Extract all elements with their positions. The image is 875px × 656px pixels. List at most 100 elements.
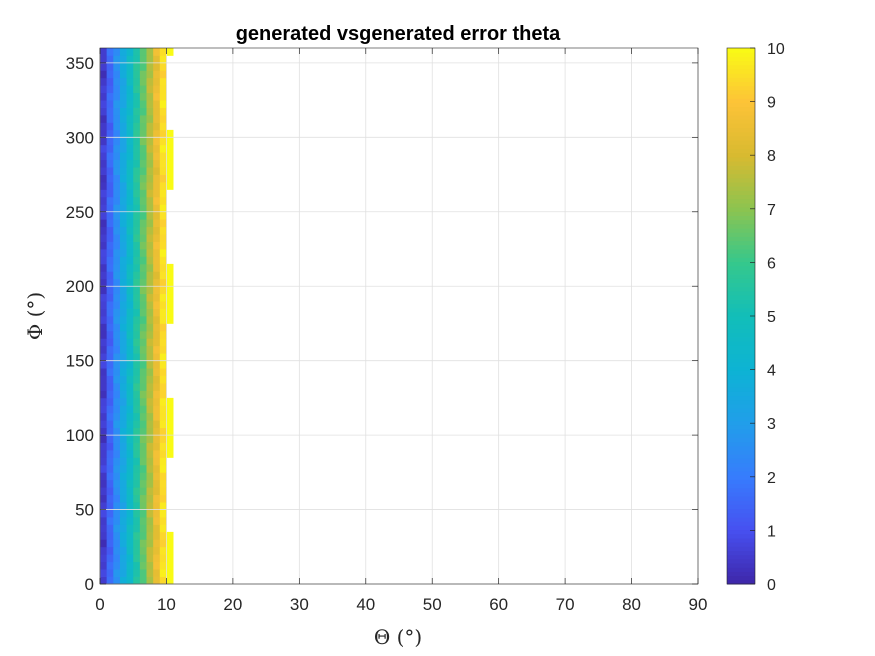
heatmap-cell — [106, 48, 114, 56]
heatmap-cell — [126, 278, 134, 287]
heatmap-cell — [106, 77, 114, 86]
heatmap-cell — [133, 368, 141, 376]
colorbar-segment — [727, 558, 755, 564]
heatmap-cell — [139, 479, 147, 488]
heatmap-cell — [159, 353, 167, 362]
heatmap-cell — [159, 345, 167, 354]
heatmap-cell — [126, 204, 134, 213]
heatmap-cell — [119, 182, 127, 190]
heatmap-cell — [146, 286, 154, 295]
heatmap-cell — [139, 569, 147, 577]
heatmap-cell — [100, 174, 108, 183]
heatmap-cell — [106, 204, 114, 213]
heatmap-cell — [153, 457, 161, 466]
heatmap-cell — [133, 450, 141, 458]
heatmap-cell — [153, 159, 161, 168]
heatmap-cell — [106, 539, 114, 548]
heatmap-cell — [146, 464, 154, 473]
heatmap-cell — [159, 204, 167, 213]
heatmap-cell — [133, 330, 141, 339]
y-tick-label: 350 — [66, 54, 94, 73]
heatmap-cell — [126, 464, 134, 473]
heatmap-cell — [139, 509, 147, 518]
heatmap-cell — [159, 316, 167, 324]
heatmap-cell — [159, 182, 167, 190]
colorbar-segment — [727, 445, 755, 451]
heatmap-cell — [153, 479, 161, 488]
heatmap-cell — [159, 330, 167, 339]
heatmap-cell — [139, 360, 147, 369]
colorbar-segment — [727, 261, 755, 267]
colorbar-segment — [727, 60, 755, 66]
heatmap-cell — [113, 211, 121, 220]
heatmap-cell — [106, 442, 114, 451]
colorbar-segment — [727, 542, 755, 547]
heatmap-cell — [100, 383, 108, 391]
heatmap-cell — [133, 226, 141, 235]
heatmap-cell — [153, 100, 161, 108]
heatmap-cell — [153, 226, 161, 235]
heatmap-cell — [126, 397, 134, 406]
heatmap-cell — [119, 464, 127, 473]
heatmap-cell — [126, 353, 134, 362]
heatmap-cell — [159, 502, 167, 510]
heatmap-cell — [153, 107, 161, 116]
heatmap-cell — [106, 464, 114, 473]
colorbar-segment — [727, 496, 755, 501]
heatmap-cell — [159, 48, 167, 56]
colorbar-segment — [727, 437, 755, 443]
heatmap-cell — [119, 174, 127, 183]
heatmap-cell — [166, 442, 174, 451]
colorbar-segment — [727, 412, 755, 417]
heatmap-cell — [113, 509, 121, 518]
heatmap-cell — [106, 159, 114, 168]
heatmap-cell — [119, 375, 127, 384]
heatmap-cell — [100, 345, 108, 354]
heatmap-cell — [139, 427, 147, 436]
heatmap-cell — [100, 390, 108, 399]
heatmap-cell — [106, 502, 114, 510]
heatmap-cell — [146, 174, 154, 183]
heatmap-cell — [146, 129, 154, 138]
heatmap-cell — [133, 167, 141, 175]
heatmap-cell — [146, 330, 154, 339]
heatmap-cell — [146, 509, 154, 518]
colorbar-segment — [727, 131, 755, 137]
heatmap-cell — [119, 286, 127, 295]
heatmap-cell — [126, 77, 134, 86]
heatmap-cell — [119, 479, 127, 488]
colorbar-segment — [727, 215, 755, 221]
heatmap-cell — [159, 85, 167, 94]
heatmap-cell — [126, 569, 134, 577]
heatmap-cell — [139, 62, 147, 71]
heatmap-cell — [133, 546, 141, 555]
heatmap-cell — [139, 442, 147, 451]
heatmap-cell — [100, 524, 108, 533]
heatmap-cell — [113, 115, 121, 123]
heatmap-cell — [153, 397, 161, 406]
heatmap-cell — [126, 249, 134, 257]
heatmap-cell — [146, 494, 154, 503]
heatmap-cell — [106, 100, 114, 108]
heatmap-cell — [100, 85, 108, 94]
heatmap-cell — [119, 316, 127, 324]
heatmap-cell — [153, 256, 161, 265]
heatmap-cell — [113, 241, 121, 250]
heatmap-cell — [153, 204, 161, 213]
heatmap-cell — [126, 129, 134, 138]
colorbar-segment — [727, 550, 755, 556]
heatmap-cell — [119, 405, 127, 414]
heatmap-cell — [133, 211, 141, 220]
heatmap-cell — [106, 189, 114, 198]
heatmap-cell — [119, 226, 127, 235]
heatmap-cell — [153, 144, 161, 153]
heatmap-cells — [100, 48, 174, 585]
heatmap-cell — [100, 159, 108, 168]
heatmap-cell — [166, 420, 174, 429]
heatmap-cell — [159, 234, 167, 242]
heatmap-cell — [139, 100, 147, 108]
heatmap-cell — [126, 502, 134, 510]
heatmap-cell — [159, 159, 167, 168]
heatmap-cell — [126, 55, 134, 64]
heatmap-cell — [159, 152, 167, 161]
